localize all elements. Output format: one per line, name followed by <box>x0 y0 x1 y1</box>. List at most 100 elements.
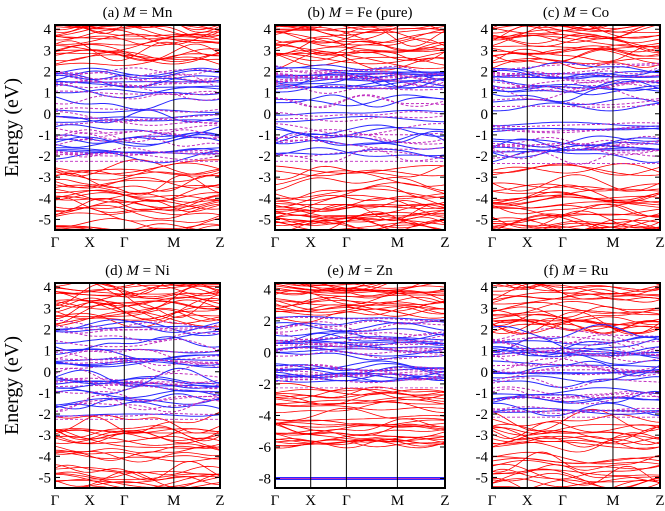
y-tick-label: 1 <box>481 86 489 102</box>
valence-band <box>492 203 660 217</box>
conduction-band <box>275 288 445 294</box>
spin-down-band <box>492 66 660 79</box>
conduction-band <box>55 53 220 66</box>
y-tick-label: 4 <box>44 280 52 296</box>
y-tick-label: -3 <box>476 428 489 444</box>
y-tick-label: -4 <box>476 191 489 207</box>
spin-up-band <box>275 74 445 89</box>
spin-up-band <box>492 61 660 73</box>
spin-down-band <box>55 349 220 353</box>
spin-down-band <box>275 95 445 109</box>
conduction-band <box>55 284 220 297</box>
valence-band <box>540 225 626 230</box>
panel-title: (e) M = Zn <box>327 263 393 279</box>
spin-down-band <box>275 369 445 380</box>
spin-down-band <box>275 370 445 381</box>
valence-band <box>275 212 445 223</box>
conduction-band <box>55 302 220 326</box>
y-tick-label: -2 <box>259 377 272 393</box>
spin-down-band <box>492 80 660 90</box>
spin-down-band <box>492 349 660 358</box>
spin-up-band <box>275 341 445 344</box>
spin-down-band <box>55 358 220 363</box>
spin-up-band <box>55 377 220 388</box>
conduction-band <box>492 25 650 34</box>
spin-down-band <box>55 90 220 95</box>
x-tick-label: Γ <box>51 493 60 509</box>
spin-down-band <box>275 341 445 351</box>
valence-band <box>492 451 660 473</box>
spin-down-band <box>55 390 220 402</box>
spin-down-band <box>55 67 220 76</box>
x-tick-label: Γ <box>488 235 497 251</box>
y-tick-label: 0 <box>481 365 489 381</box>
valence-band <box>492 456 660 464</box>
valence-band <box>492 188 660 205</box>
conduction-band <box>275 51 445 65</box>
spin-down-band <box>492 336 660 343</box>
valence-band <box>55 452 220 463</box>
conduction-band <box>55 297 220 320</box>
x-tick-label: M <box>606 493 619 509</box>
valence-band <box>492 201 660 209</box>
conduction-band <box>492 294 660 300</box>
spin-up-band <box>492 376 660 388</box>
y-tick-label: 2 <box>481 64 489 80</box>
spin-up-band <box>492 73 660 79</box>
spin-down-band <box>55 114 220 120</box>
spin-down-band <box>492 337 660 354</box>
valence-band <box>492 183 660 192</box>
conduction-band <box>492 57 660 64</box>
x-tick-label: Γ <box>51 235 60 251</box>
valence-band <box>492 232 660 239</box>
spin-up-band <box>275 322 445 332</box>
conduction-band <box>275 287 445 297</box>
x-tick-label: Γ <box>558 235 567 251</box>
spin-down-band <box>492 122 660 127</box>
spin-down-band <box>55 73 220 88</box>
valence-band <box>275 215 445 229</box>
spin-up-band <box>492 360 660 377</box>
conduction-band <box>492 300 660 317</box>
plot-frame <box>274 24 446 231</box>
valence-band <box>55 223 220 230</box>
conduction-band <box>492 25 591 34</box>
spin-up-band <box>55 147 220 154</box>
spin-up-band <box>492 79 660 91</box>
spin-down-band <box>275 115 445 122</box>
spin-down-band <box>492 395 660 401</box>
conduction-band <box>55 305 220 325</box>
y-tick-label: -6 <box>259 440 272 456</box>
valence-band <box>275 429 445 439</box>
valence-band <box>55 449 220 460</box>
y-tick-label: 3 <box>44 301 52 317</box>
valence-band <box>275 422 445 428</box>
y-tick-label: 2 <box>264 314 272 330</box>
y-tick-label: 1 <box>481 344 489 360</box>
valence-band <box>275 435 445 444</box>
y-tick-label: 1 <box>44 344 52 360</box>
valence-band <box>55 185 220 202</box>
y-tick-label: -4 <box>476 449 489 465</box>
valence-band <box>492 426 660 444</box>
valence-band <box>55 465 220 479</box>
spin-down-band <box>492 392 660 405</box>
conduction-band <box>512 283 660 292</box>
spin-down-band <box>492 365 660 381</box>
spin-up-band <box>55 136 220 147</box>
valence-band <box>275 202 445 209</box>
spin-down-band <box>492 347 660 357</box>
y-tick-label: -2 <box>476 149 489 165</box>
spin-up-band <box>275 332 445 344</box>
spin-down-band <box>55 399 220 413</box>
x-tick-label: Γ <box>342 235 351 251</box>
band-lines <box>55 25 220 230</box>
valence-band <box>275 399 445 406</box>
panel-2: 4 3 2 1 0 -1 -2 -3 -4 -5 Γ X Γ M Z (c) M = Co <box>476 5 665 251</box>
valence-band <box>55 437 220 451</box>
x-tick-label: M <box>167 493 180 509</box>
conduction-band <box>275 288 445 303</box>
conduction-band <box>55 36 220 52</box>
conduction-band <box>169 283 220 286</box>
